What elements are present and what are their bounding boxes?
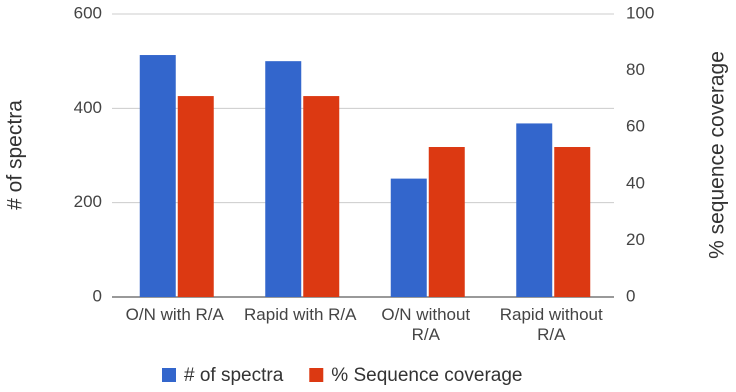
legend-swatch — [309, 368, 324, 382]
y2-tick-label: 80 — [626, 60, 645, 79]
x-tick-label: O/N with R/A — [125, 305, 224, 324]
bar — [554, 147, 591, 297]
y2-axis-title: % sequence coverage — [706, 51, 729, 259]
y-tick-label: 600 — [74, 3, 102, 22]
bar — [139, 55, 176, 297]
x-tick-label: O/N without R/A — [381, 305, 471, 344]
bar — [390, 178, 427, 297]
bar — [428, 147, 465, 297]
y2-tick-label: 60 — [626, 117, 645, 136]
x-tick-label: Rapid with R/A — [244, 305, 357, 324]
legend-label: % Sequence coverage — [331, 365, 522, 386]
y-axis-title: # of spectra — [4, 100, 27, 210]
legend-swatch — [162, 368, 176, 382]
y2-tick-label: 100 — [626, 3, 654, 22]
bar — [177, 96, 214, 297]
bar — [516, 123, 553, 297]
y-tick-label: 400 — [74, 98, 102, 117]
x-tick-label: Rapid without R/A — [499, 305, 603, 344]
bar — [265, 61, 302, 297]
y2-tick-label: 40 — [626, 173, 645, 192]
y2-tick-label: 20 — [626, 230, 645, 249]
legend-label: # of spectra — [184, 365, 284, 386]
y-tick-label: 0 — [93, 286, 102, 305]
y2-tick-label: 0 — [626, 286, 635, 305]
y-tick-label: 200 — [74, 192, 102, 211]
bar — [303, 96, 340, 297]
